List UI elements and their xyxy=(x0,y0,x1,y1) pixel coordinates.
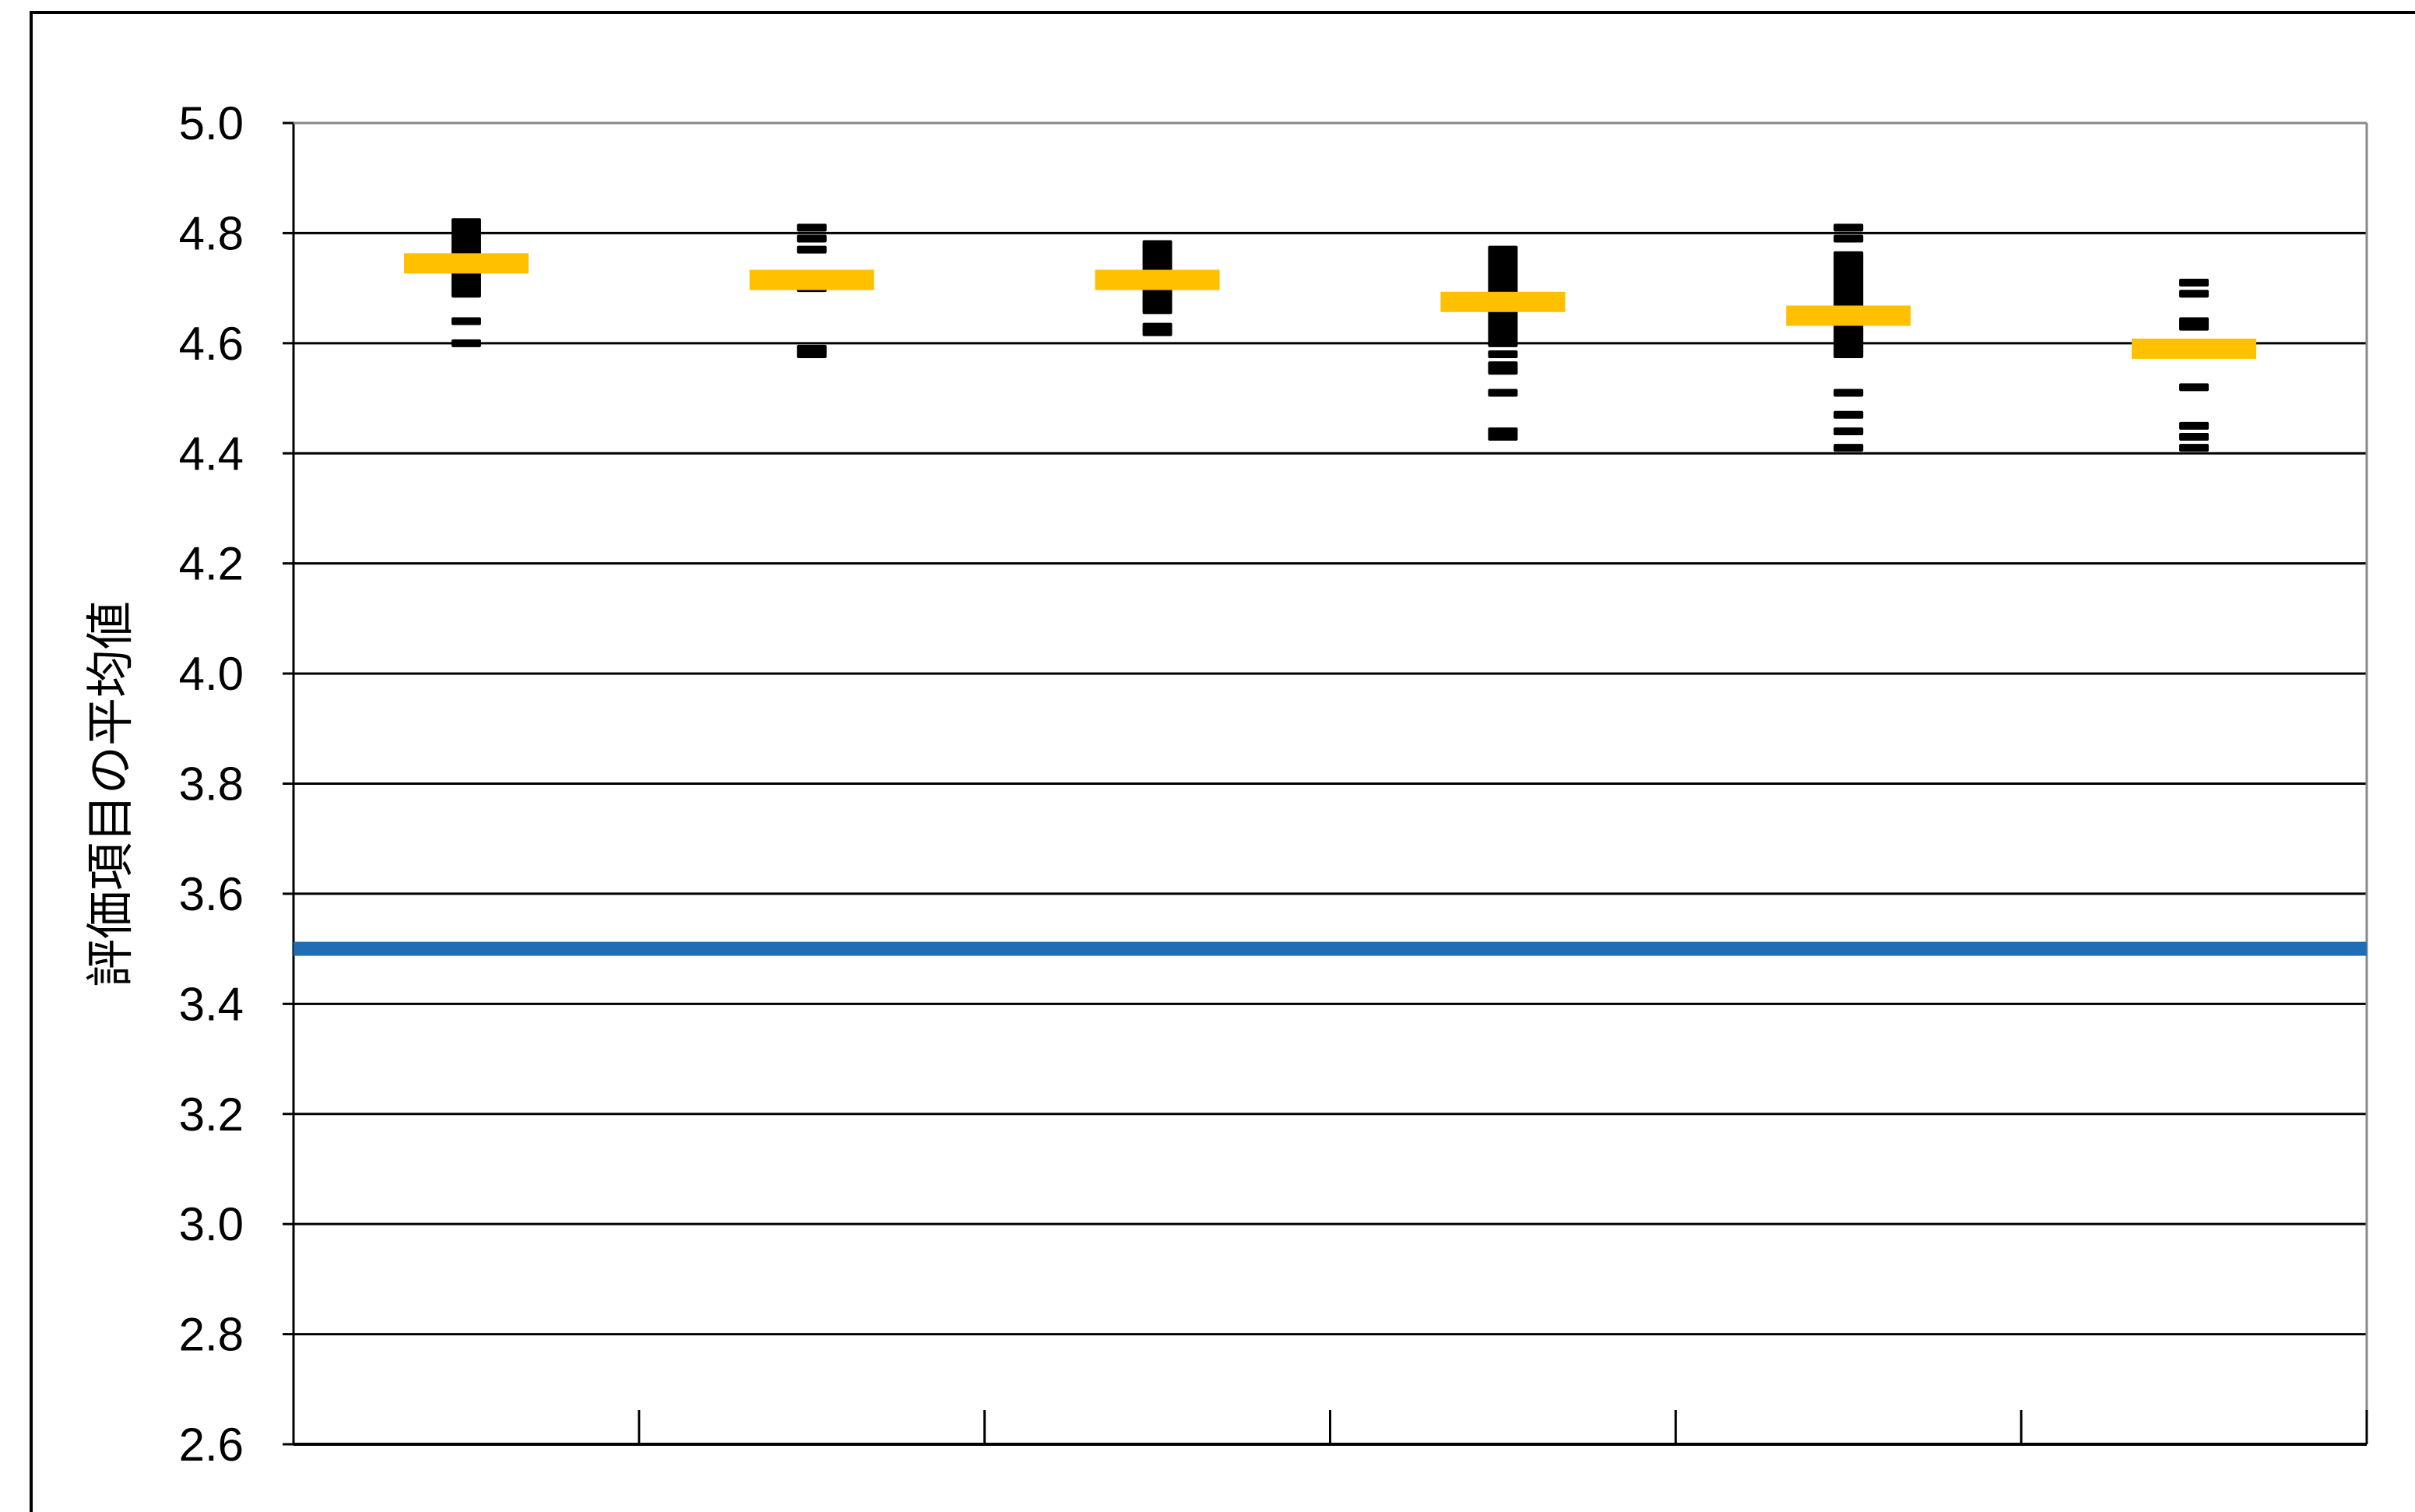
axes xyxy=(283,121,2368,1446)
y-tick-label: 3.2 xyxy=(179,1088,244,1141)
data-point xyxy=(1833,350,1864,358)
y-tick-label: 4.2 xyxy=(179,538,244,590)
mean-marker xyxy=(749,269,874,290)
data-point xyxy=(1833,223,1864,232)
data-point xyxy=(451,339,481,347)
y-tick-label: 2.8 xyxy=(179,1309,244,1361)
y-tick-label: 3.8 xyxy=(179,758,244,811)
y-tick-labels: 2.6 2.8 3.0 3.2 3.4 3.6 3.8 4.0 4.2 4.4 4.6 4.8 5.0 xyxy=(179,97,244,1471)
data-point xyxy=(1833,444,1864,452)
data-point xyxy=(451,317,481,325)
data-point xyxy=(796,234,827,243)
data-point xyxy=(1833,234,1864,243)
data-point xyxy=(796,350,827,358)
data-point xyxy=(1488,367,1518,375)
data-point xyxy=(1488,389,1518,397)
data-point xyxy=(2179,433,2209,441)
y-tick-label: 2.6 xyxy=(179,1419,244,1471)
data-point xyxy=(2179,290,2209,298)
data-point xyxy=(1142,328,1172,336)
data-point xyxy=(2179,279,2209,287)
y-tick-label: 4.0 xyxy=(179,648,244,700)
data-point xyxy=(1488,339,1518,347)
mean-marker xyxy=(2132,338,2257,359)
data-points xyxy=(451,218,2209,452)
y-tick-label: 3.0 xyxy=(179,1198,244,1250)
y-tick-label: 4.4 xyxy=(179,427,244,480)
mean-marker xyxy=(1095,269,1220,290)
mean-marker xyxy=(403,253,529,274)
mean-marker xyxy=(1440,291,1566,312)
data-point xyxy=(1142,306,1172,315)
y-tick-label: 5.0 xyxy=(179,97,244,149)
data-point xyxy=(796,223,827,232)
mean-markers xyxy=(403,253,2257,359)
data-point xyxy=(1833,410,1864,419)
mean-marker xyxy=(1786,305,1911,326)
gridlines xyxy=(294,121,2367,1336)
data-point xyxy=(1488,433,1518,441)
data-point xyxy=(796,245,827,254)
y-tick-label: 4.8 xyxy=(179,207,244,259)
y-tick-label: 4.6 xyxy=(179,318,244,370)
data-point xyxy=(1833,389,1864,397)
y-tick-label: 3.6 xyxy=(179,868,244,920)
data-point xyxy=(2179,322,2209,331)
data-point xyxy=(451,290,481,298)
data-point xyxy=(2179,383,2209,392)
y-tick-label: 3.4 xyxy=(179,978,244,1030)
data-point xyxy=(1833,427,1864,435)
data-point xyxy=(1488,350,1518,358)
data-point xyxy=(2179,444,2209,452)
y-axis-title: 評価項目の平均値 xyxy=(82,601,139,987)
chart-frame xyxy=(30,11,2415,1512)
data-point xyxy=(2179,421,2209,430)
